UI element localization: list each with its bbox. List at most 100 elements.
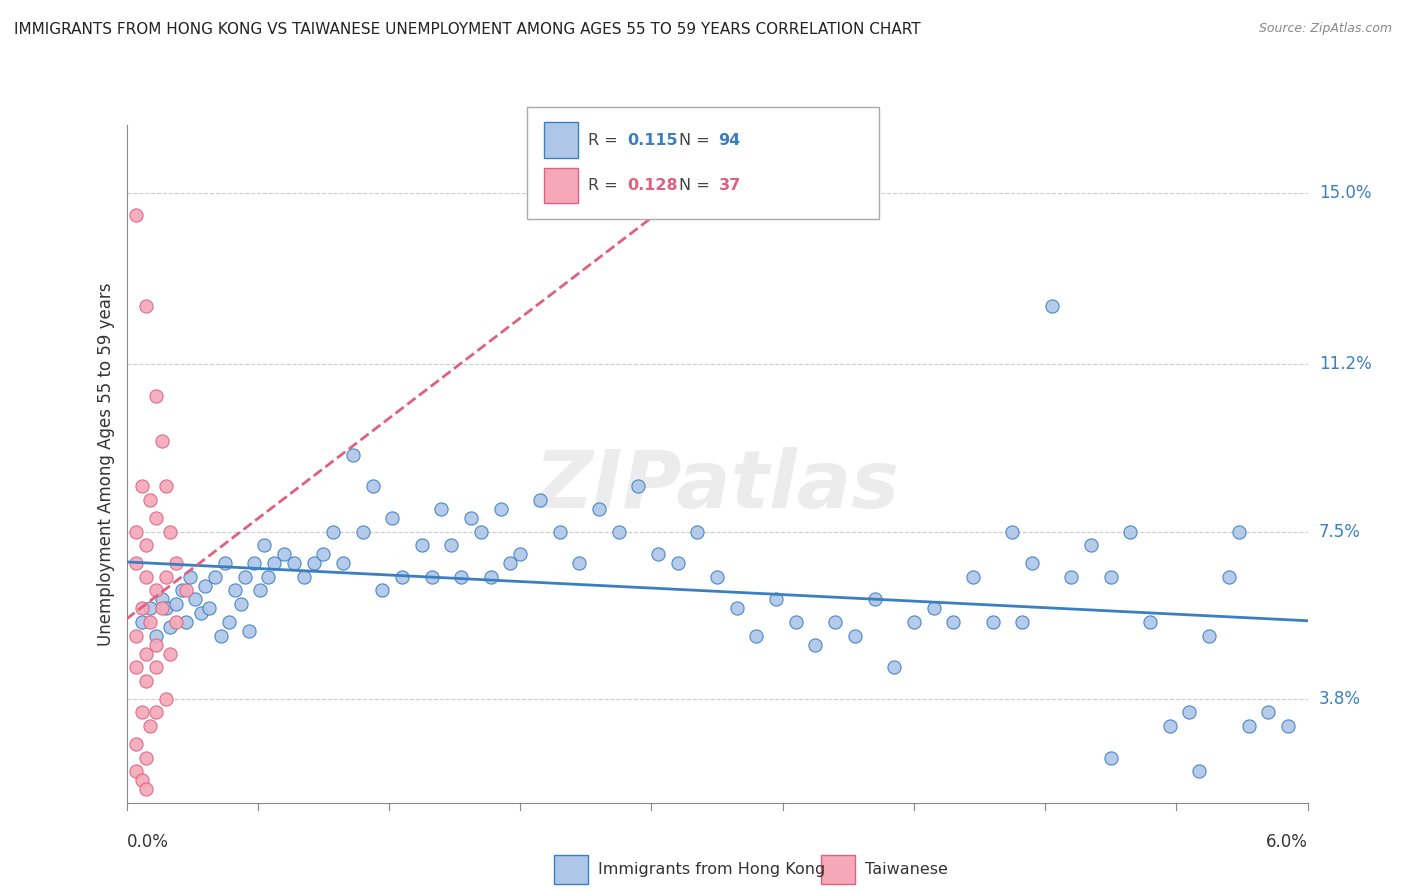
Point: [139, 615, 162, 629]
Point: [361, 479, 384, 493]
Point: [155, 479, 177, 493]
Point: [184, 592, 207, 607]
Point: [253, 538, 276, 552]
Point: [145, 660, 167, 674]
Point: [283, 556, 305, 570]
Text: 0.0%: 0.0%: [127, 833, 169, 851]
Text: 7.5%: 7.5%: [1319, 523, 1361, 541]
Point: [229, 597, 252, 611]
Point: [607, 524, 630, 539]
Point: [218, 615, 240, 629]
Point: [190, 606, 212, 620]
Point: [125, 629, 148, 643]
Point: [460, 511, 482, 525]
Point: [139, 493, 162, 508]
Point: [125, 208, 148, 222]
Point: [420, 570, 443, 584]
Point: [1257, 706, 1279, 720]
Text: 6.0%: 6.0%: [1265, 833, 1308, 851]
Point: [125, 524, 148, 539]
Point: [139, 719, 162, 733]
Point: [145, 706, 167, 720]
Point: [273, 547, 295, 561]
Point: [962, 570, 984, 584]
Text: Immigrants from Hong Kong: Immigrants from Hong Kong: [598, 863, 825, 877]
Point: [125, 737, 148, 751]
Point: [159, 619, 181, 633]
Point: [1188, 764, 1211, 779]
Y-axis label: Unemployment Among Ages 55 to 59 years: Unemployment Among Ages 55 to 59 years: [97, 282, 115, 646]
Point: [150, 592, 173, 607]
Point: [159, 524, 181, 539]
Text: 3.8%: 3.8%: [1319, 690, 1361, 708]
Point: [125, 556, 148, 570]
Point: [155, 691, 177, 706]
Point: [1119, 524, 1142, 539]
Point: [174, 583, 197, 598]
Text: 0.128: 0.128: [627, 178, 678, 193]
Point: [863, 592, 886, 607]
Point: [170, 583, 193, 598]
Text: 94: 94: [718, 133, 741, 148]
Point: [1227, 524, 1250, 539]
Point: [204, 570, 226, 584]
Point: [135, 782, 157, 797]
Point: [411, 538, 433, 552]
Point: [588, 502, 610, 516]
Point: [1099, 570, 1122, 584]
Text: R =: R =: [588, 133, 623, 148]
Point: [548, 524, 571, 539]
Point: [194, 579, 217, 593]
Point: [131, 479, 153, 493]
Point: [1198, 629, 1220, 643]
Point: [292, 570, 315, 584]
Point: [249, 583, 271, 598]
Point: [371, 583, 394, 598]
Point: [342, 448, 364, 462]
Point: [381, 511, 404, 525]
Text: 0.115: 0.115: [627, 133, 678, 148]
Point: [804, 638, 827, 652]
Point: [450, 570, 472, 584]
Point: [666, 556, 689, 570]
Point: [135, 299, 157, 313]
Point: [145, 511, 167, 525]
Point: [509, 547, 531, 561]
Point: [131, 601, 153, 615]
Text: N =: N =: [679, 133, 716, 148]
Point: [1060, 570, 1083, 584]
Point: [131, 773, 153, 788]
Point: [1099, 750, 1122, 764]
Text: R =: R =: [588, 178, 623, 193]
Text: 11.2%: 11.2%: [1319, 355, 1371, 374]
Point: [745, 629, 768, 643]
Text: IMMIGRANTS FROM HONG KONG VS TAIWANESE UNEMPLOYMENT AMONG AGES 55 TO 59 YEARS CO: IMMIGRANTS FROM HONG KONG VS TAIWANESE U…: [14, 22, 921, 37]
Point: [765, 592, 787, 607]
Point: [150, 601, 173, 615]
Point: [135, 570, 157, 584]
Point: [155, 570, 177, 584]
Point: [981, 615, 1004, 629]
Point: [312, 547, 335, 561]
Point: [1021, 556, 1043, 570]
Point: [332, 556, 354, 570]
Point: [391, 570, 413, 584]
Point: [145, 389, 167, 403]
Point: [824, 615, 846, 629]
Point: [686, 524, 709, 539]
Point: [179, 570, 201, 584]
Point: [165, 597, 187, 611]
Point: [145, 629, 167, 643]
Point: [1159, 719, 1181, 733]
Point: [257, 570, 280, 584]
Point: [125, 764, 148, 779]
Point: [352, 524, 374, 539]
Point: [922, 601, 945, 615]
Point: [174, 615, 197, 629]
Point: [224, 583, 246, 598]
Point: [165, 615, 187, 629]
Point: [322, 524, 344, 539]
Text: N =: N =: [679, 178, 716, 193]
Point: [165, 556, 187, 570]
Point: [131, 615, 153, 629]
